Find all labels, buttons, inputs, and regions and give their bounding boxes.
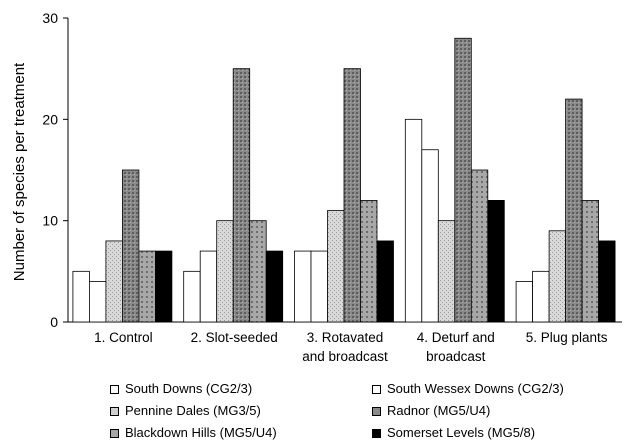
- x-tick-labels: 1. Control 2. Slot-seeded 3. Rotavated and …: [94, 330, 608, 364]
- bar-6-3: [376, 240, 394, 323]
- legend-item: Somerset Levels (MG5/8): [372, 426, 535, 440]
- bar-3-5: [548, 230, 566, 323]
- legend: South Downs (CG2/3) South Wessex Downs (C…: [0, 378, 625, 448]
- bar-2-3: [310, 250, 328, 323]
- bar-3-1: [105, 240, 123, 323]
- y-tick-label: 20: [42, 111, 58, 127]
- bar-3-2: [216, 220, 234, 323]
- bar-2-1: [89, 281, 107, 323]
- bar-6-1: [154, 250, 173, 323]
- legend-item: South Wessex Downs (CG2/3): [372, 382, 564, 396]
- bar-4-3: [343, 68, 361, 323]
- legend-swatch: [372, 428, 381, 438]
- x-tick-label: 4. Deturf and broadcast: [417, 330, 495, 364]
- bar-1-3: [294, 250, 312, 323]
- bar-4-1: [122, 169, 140, 323]
- bar-6-4: [487, 199, 505, 323]
- bars: [72, 37, 616, 323]
- x-tick-label: 1. Control: [94, 330, 153, 345]
- y-tick-label: 10: [42, 213, 58, 229]
- bar-1-4: [404, 118, 423, 323]
- legend-swatch: [372, 406, 381, 416]
- y-axis-label: Number of species per treatment: [11, 62, 28, 281]
- bar-1-1: [72, 270, 90, 323]
- bar-5-4: [470, 169, 489, 323]
- x-tick-label: 3. Rotavated and broadcast: [302, 330, 388, 364]
- bar-5-2: [249, 220, 267, 323]
- legend-label: Blackdown Hills (MG5/U4): [125, 425, 277, 440]
- legend-swatch: [110, 428, 119, 438]
- bar-4-4: [454, 37, 472, 323]
- legend-item: Pennine Dales (MG3/5): [110, 404, 261, 418]
- bar-6-2: [265, 250, 284, 323]
- bar-3-4: [437, 220, 456, 323]
- legend-label: Radnor (MG5/U4): [387, 403, 491, 418]
- bar-5-5: [581, 199, 599, 323]
- legend-label: South Wessex Downs (CG2/3): [387, 381, 564, 396]
- bar-1-5: [515, 281, 533, 323]
- x-tick-label: 2. Slot-seeded: [191, 330, 278, 345]
- bar-6-5: [598, 240, 616, 323]
- x-tick-label: 5. Plug plants: [526, 330, 608, 345]
- bar-chart: Number of species per treatment 0102030 …: [11, 10, 622, 364]
- legend-swatch: [110, 406, 119, 416]
- y-tick-label: 30: [42, 10, 58, 26]
- bar-2-5: [532, 270, 550, 323]
- legend-item: Radnor (MG5/U4): [372, 404, 490, 418]
- legend-swatch: [110, 384, 119, 394]
- legend-swatch: [372, 384, 381, 394]
- legend-item: South Downs (CG2/3): [110, 382, 252, 396]
- bar-5-3: [360, 199, 378, 323]
- bar-1-2: [183, 270, 201, 323]
- bar-5-1: [138, 250, 156, 323]
- legend-label: South Downs (CG2/3): [125, 381, 253, 396]
- bar-2-4: [421, 149, 439, 323]
- bar-4-2: [232, 68, 251, 323]
- y-tick-label: 0: [50, 314, 58, 330]
- legend-label: Pennine Dales (MG3/5): [125, 403, 261, 418]
- bar-4-5: [565, 98, 583, 323]
- bar-2-2: [199, 250, 218, 323]
- legend-label: Somerset Levels (MG5/8): [387, 425, 536, 440]
- legend-item: Blackdown Hills (MG5/U4): [110, 426, 277, 440]
- bar-3-3: [327, 210, 345, 323]
